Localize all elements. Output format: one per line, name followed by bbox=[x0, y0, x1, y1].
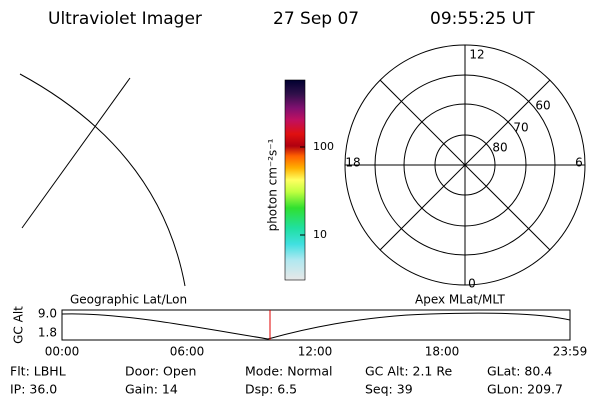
mlt-label: 0 bbox=[468, 277, 476, 291]
limb-arc bbox=[19, 73, 186, 287]
status-field: GC Alt: 2.1 Re bbox=[365, 364, 452, 379]
status-field: Seq: 39 bbox=[365, 382, 413, 397]
colorbar-tick: 100 bbox=[313, 140, 334, 153]
right-title: Apex MLat/MLT bbox=[415, 293, 505, 307]
y-tick: 1.8 bbox=[38, 326, 57, 340]
alt-curve bbox=[61, 312, 571, 340]
lat-label: 60 bbox=[535, 99, 550, 113]
y-tick: 9.0 bbox=[38, 307, 57, 321]
colorbar bbox=[284, 79, 306, 281]
y-label: GC Alt bbox=[12, 306, 26, 344]
status-field: Flt: LBHL bbox=[10, 364, 66, 379]
time: 09:55:25 UT bbox=[430, 9, 535, 29]
status-field: GLat: 80.4 bbox=[487, 364, 552, 379]
colorbar-label: photon cm⁻²s⁻¹ bbox=[266, 138, 280, 231]
x-tick: 12:00 bbox=[298, 345, 333, 359]
plot-frame bbox=[61, 309, 571, 341]
x-tick: 06:00 bbox=[170, 345, 205, 359]
status-field: GLon: 209.7 bbox=[487, 382, 563, 397]
colorbar-tick: 10 bbox=[313, 228, 327, 241]
x-tick: 18:00 bbox=[425, 345, 460, 359]
mlt-label: 12 bbox=[469, 48, 484, 62]
status-field: Mode: Normal bbox=[245, 364, 332, 379]
mlt-label: 6 bbox=[575, 156, 583, 170]
status-field: IP: 36.0 bbox=[10, 382, 57, 397]
lat-label: 70 bbox=[513, 121, 528, 135]
title: Ultraviolet Imager bbox=[48, 9, 202, 29]
status: Flt: LBHL Door: Open Mode: Normal GC Alt: 2… bbox=[10, 364, 563, 397]
polar-grid bbox=[344, 44, 586, 286]
x-tick: 23:59 bbox=[553, 345, 588, 359]
lat-label: 80 bbox=[492, 141, 507, 155]
status-field: Gain: 14 bbox=[125, 382, 178, 397]
status-field: Dsp: 6.5 bbox=[245, 382, 297, 397]
mlt-label: 18 bbox=[345, 156, 360, 170]
x-tick: 00:00 bbox=[45, 345, 80, 359]
date: 27 Sep 07 bbox=[273, 9, 359, 29]
status-field: Door: Open bbox=[125, 364, 196, 379]
left-title: Geographic Lat/Lon bbox=[70, 293, 187, 307]
grid-line bbox=[21, 77, 131, 229]
